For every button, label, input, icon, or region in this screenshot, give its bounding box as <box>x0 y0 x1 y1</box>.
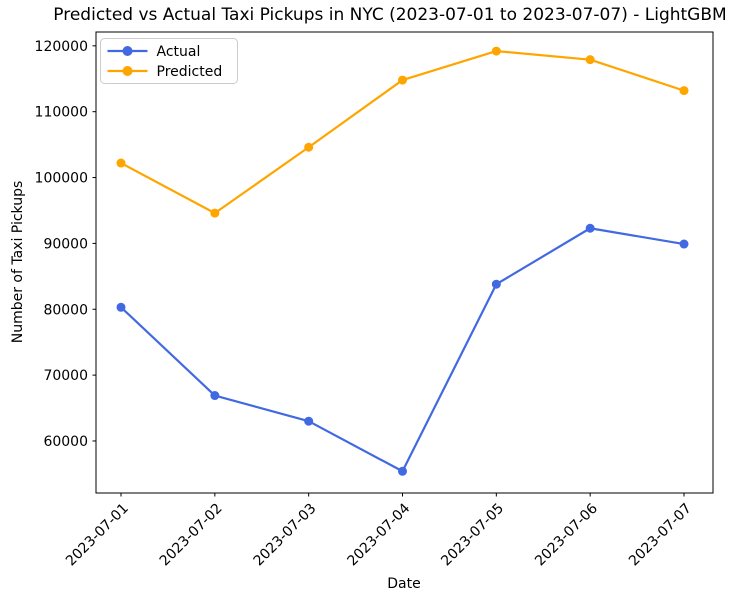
y-tick-label: 60000 <box>43 434 88 450</box>
legend-marker-icon <box>122 46 133 56</box>
data-point-predicted <box>491 46 501 56</box>
y-tick-label: 110000 <box>35 105 88 121</box>
legend-marker-icon <box>122 66 133 76</box>
data-point-actual <box>116 302 126 312</box>
data-point-actual <box>210 391 220 401</box>
x-tick-label: 2023-07-07 <box>626 501 695 570</box>
data-point-actual <box>491 279 501 289</box>
y-tick-label: 80000 <box>43 302 88 318</box>
y-tick-label: 70000 <box>43 368 88 384</box>
y-tick-label: 90000 <box>43 236 88 252</box>
legend: Actual Predicted <box>100 38 238 84</box>
x-tick-label: 2023-07-04 <box>344 500 413 569</box>
x-tick-label: 2023-07-02 <box>157 501 226 570</box>
data-point-predicted <box>679 86 689 96</box>
data-series <box>116 46 689 476</box>
legend-label-actual: Actual <box>157 44 201 60</box>
x-axis-label: Date <box>387 576 420 592</box>
data-point-predicted <box>398 75 407 85</box>
y-tick-label: 120000 <box>35 39 88 55</box>
x-tick-label: 2023-07-01 <box>63 501 132 570</box>
chart-title: Predicted vs Actual Taxi Pickups in NYC … <box>53 5 726 25</box>
x-axis: 2023-07-01 2023-07-02 2023-07-03 2023-07-04… <box>63 493 695 569</box>
x-tick-label: 2023-07-03 <box>251 501 320 570</box>
data-point-predicted <box>116 158 126 168</box>
series-line-actual <box>119 227 686 473</box>
data-point-predicted <box>304 142 314 152</box>
data-point-actual <box>304 416 314 426</box>
y-axis-label: Number of Taxi Pickups <box>10 181 26 344</box>
x-tick-label: 2023-07-05 <box>438 501 507 570</box>
plot-area-border <box>95 31 714 494</box>
y-tick-label: 100000 <box>35 171 88 187</box>
data-point-actual <box>398 466 407 476</box>
data-point-actual <box>585 223 595 233</box>
data-point-predicted <box>585 55 595 65</box>
y-axis: 60000 70000 80000 90000 100000 110000 120000 <box>35 39 96 450</box>
data-point-actual <box>679 239 689 249</box>
x-tick-label: 2023-07-06 <box>532 500 601 569</box>
legend-box <box>100 38 238 84</box>
legend-label-predicted: Predicted <box>157 64 223 80</box>
data-point-predicted <box>210 208 220 218</box>
